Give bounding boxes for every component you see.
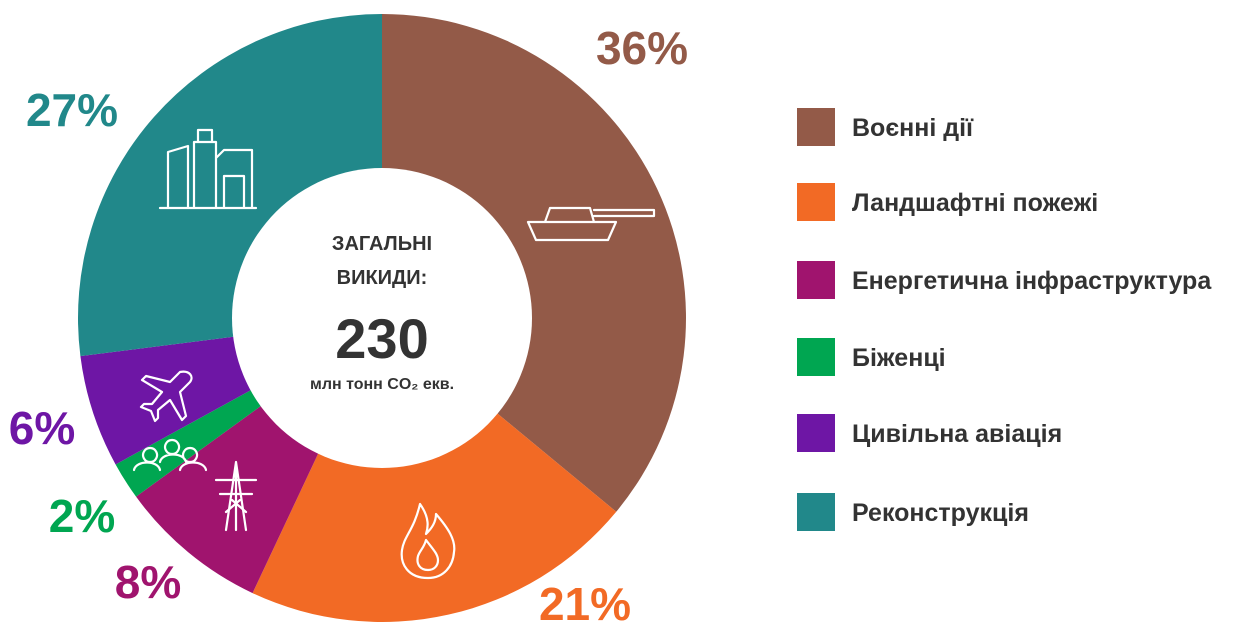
center-title: ЗАГАЛЬНІ	[332, 233, 432, 255]
icon-buildings	[158, 128, 258, 210]
value-label: 8%	[115, 556, 181, 608]
icon-plane	[139, 370, 193, 423]
legend-label: Воєнні дії	[852, 114, 974, 142]
value-label: 27%	[26, 84, 118, 136]
icon-people	[132, 438, 208, 472]
icon-pylon	[214, 460, 258, 532]
icon-tank	[526, 206, 656, 242]
legend: Воєнні дії Ландшафтні пожежі Енергетична і…	[797, 108, 1212, 531]
legend-label: Біженці	[852, 344, 946, 372]
center-total: 230	[335, 307, 428, 370]
value-label: 36%	[596, 22, 688, 74]
value-label: 2%	[49, 490, 115, 542]
legend-label: Ландшафтні пожежі	[852, 189, 1098, 217]
center-title: ВИКИДИ:	[337, 267, 428, 289]
legend-swatch	[797, 183, 835, 221]
donut-hole	[232, 168, 532, 468]
legend-label: Енергетична інфраструктура	[852, 267, 1212, 295]
icon-fire	[400, 502, 456, 580]
legend-swatch	[797, 493, 835, 531]
icons	[132, 128, 656, 580]
legend-label: Цивільна авіація	[852, 420, 1062, 448]
legend-swatch	[797, 108, 835, 146]
slice	[115, 385, 269, 497]
slice	[136, 400, 323, 594]
legend-swatch	[797, 338, 835, 376]
legend-swatch	[797, 261, 835, 299]
value-label: 6%	[9, 402, 75, 454]
slice	[77, 14, 382, 357]
value-label: 21%	[539, 578, 631, 622]
slice	[382, 14, 686, 512]
center-unit: млн тонн CO₂ екв.	[310, 376, 454, 393]
legend-label: Реконструкція	[852, 499, 1029, 527]
legend-swatch	[797, 414, 835, 452]
